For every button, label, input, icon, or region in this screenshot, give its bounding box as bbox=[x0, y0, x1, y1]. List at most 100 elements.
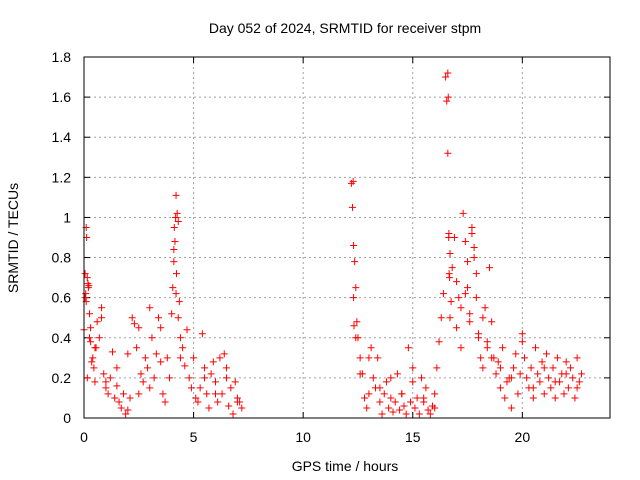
data-point bbox=[95, 334, 103, 342]
data-point bbox=[111, 394, 119, 402]
data-point bbox=[455, 294, 463, 302]
data-point bbox=[348, 203, 356, 211]
data-point bbox=[422, 384, 430, 392]
y-tick-label: 1.6 bbox=[52, 89, 72, 105]
data-point bbox=[376, 398, 384, 406]
data-point bbox=[571, 394, 579, 402]
data-point bbox=[146, 304, 154, 312]
data-point bbox=[411, 404, 419, 412]
data-point bbox=[170, 246, 178, 254]
data-point bbox=[382, 378, 390, 386]
data-point bbox=[483, 338, 491, 346]
data-point bbox=[159, 390, 167, 398]
data-point bbox=[198, 330, 206, 338]
data-point bbox=[91, 378, 99, 386]
data-point bbox=[87, 338, 95, 346]
data-point bbox=[426, 410, 434, 418]
data-point bbox=[553, 354, 561, 362]
data-point bbox=[87, 324, 95, 332]
data-point bbox=[81, 270, 89, 278]
data-point bbox=[562, 370, 570, 378]
data-point bbox=[205, 404, 213, 412]
data-point bbox=[169, 284, 177, 292]
data-point bbox=[179, 344, 187, 352]
data-point bbox=[578, 370, 586, 378]
data-point bbox=[437, 314, 445, 322]
data-point bbox=[562, 358, 570, 366]
y-tick-label: 0.2 bbox=[52, 370, 72, 386]
data-point bbox=[529, 394, 537, 402]
y-tick-label: 0.6 bbox=[52, 290, 72, 306]
data-point bbox=[353, 318, 361, 326]
data-point bbox=[115, 398, 123, 406]
y-tick-label: 1 bbox=[63, 209, 71, 225]
x-tick-label: 10 bbox=[295, 429, 311, 445]
data-point bbox=[350, 242, 358, 250]
data-point bbox=[227, 384, 235, 392]
data-point bbox=[194, 398, 202, 406]
data-point bbox=[185, 374, 193, 382]
data-point bbox=[172, 213, 180, 221]
data-point bbox=[488, 318, 496, 326]
data-point bbox=[222, 374, 230, 382]
data-point bbox=[453, 278, 461, 286]
data-point bbox=[100, 370, 108, 378]
data-point bbox=[545, 374, 553, 382]
data-point bbox=[209, 358, 217, 366]
data-point bbox=[496, 384, 504, 392]
data-point bbox=[165, 374, 173, 382]
data-point bbox=[448, 264, 456, 272]
x-tick-label: 20 bbox=[515, 429, 531, 445]
data-point bbox=[472, 294, 480, 302]
data-point bbox=[163, 354, 171, 362]
data-point bbox=[196, 384, 204, 392]
data-point bbox=[387, 374, 395, 382]
data-point bbox=[141, 354, 149, 362]
data-point bbox=[518, 338, 526, 346]
data-point bbox=[102, 378, 110, 386]
data-point bbox=[363, 404, 371, 412]
data-point bbox=[418, 374, 426, 382]
data-point bbox=[173, 209, 181, 217]
data-point bbox=[464, 284, 472, 292]
data-point bbox=[225, 402, 233, 410]
data-point bbox=[464, 258, 472, 266]
data-point bbox=[172, 191, 180, 199]
data-point bbox=[231, 378, 239, 386]
data-point bbox=[536, 378, 544, 386]
data-point bbox=[398, 390, 406, 398]
data-point bbox=[175, 298, 183, 306]
data-point bbox=[351, 258, 359, 266]
data-point bbox=[551, 378, 559, 386]
data-point bbox=[150, 374, 158, 382]
data-point bbox=[444, 93, 452, 101]
data-point bbox=[409, 364, 417, 372]
data-point bbox=[171, 238, 179, 246]
data-point bbox=[396, 406, 404, 414]
data-point bbox=[122, 410, 130, 418]
data-point bbox=[479, 364, 487, 372]
data-point bbox=[85, 282, 93, 290]
data-point bbox=[409, 378, 417, 386]
data-point bbox=[402, 410, 410, 418]
data-point bbox=[216, 354, 224, 362]
data-point bbox=[146, 384, 154, 392]
data-point bbox=[512, 350, 520, 358]
data-point bbox=[157, 358, 165, 366]
data-point bbox=[367, 344, 375, 352]
data-point bbox=[527, 364, 535, 372]
data-point bbox=[117, 404, 125, 412]
data-point bbox=[133, 344, 141, 352]
data-point bbox=[488, 354, 496, 362]
data-point bbox=[518, 330, 526, 338]
data-point bbox=[507, 374, 515, 382]
data-point bbox=[378, 410, 386, 418]
data-point bbox=[540, 390, 548, 398]
data-point bbox=[207, 370, 215, 378]
data-point bbox=[85, 334, 93, 342]
data-point bbox=[113, 382, 121, 390]
data-point bbox=[521, 354, 529, 362]
data-point bbox=[365, 390, 373, 398]
data-points bbox=[80, 69, 586, 418]
data-point bbox=[356, 354, 364, 362]
